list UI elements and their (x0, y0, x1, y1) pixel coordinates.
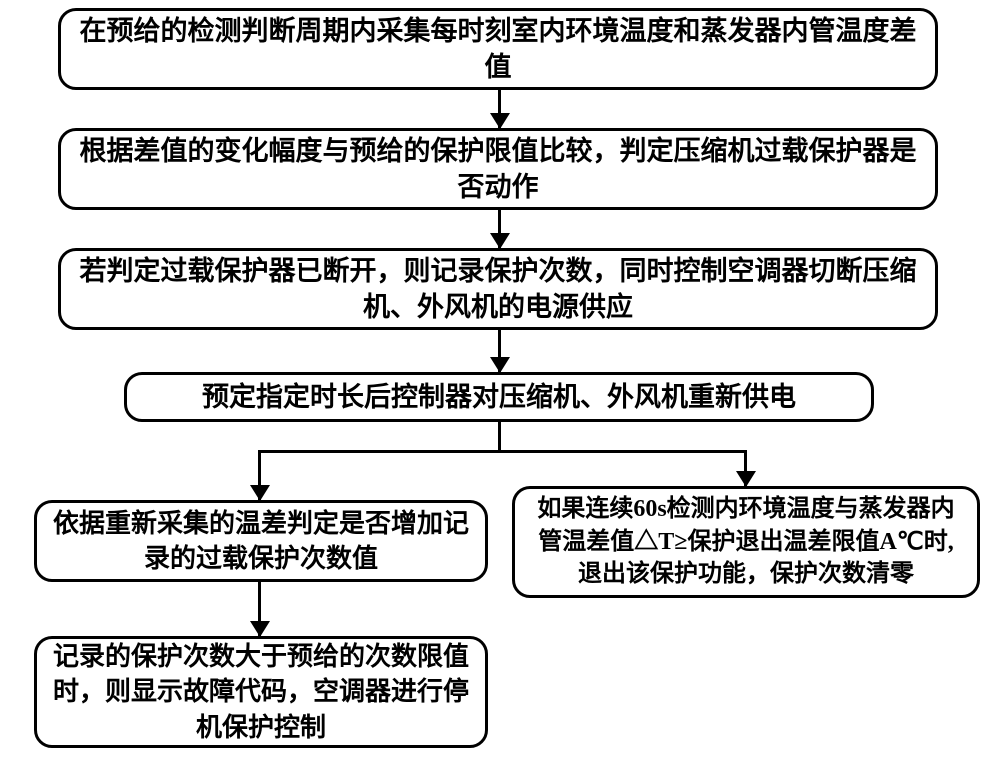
node-text: 记录的保护次数大于预给的次数限值时，则显示故障代码，空调器进行停机保护控制 (51, 639, 471, 744)
node-text: 若判定过载保护器已断开，则记录保护次数，同时控制空调器切断压缩机、外风机的电源供… (75, 253, 921, 326)
flowchart-container: 在预给的检测判断周期内采集每时刻室内环境温度和蒸发器内管温度差值 根据差值的变化… (0, 0, 1000, 776)
flowchart-node: 依据重新采集的温差判定是否增加记录的过载保护次数值 (34, 500, 488, 582)
flowchart-arrow (258, 582, 261, 636)
node-text: 在预给的检测判断周期内采集每时刻室内环境温度和蒸发器内管温度差值 (75, 13, 921, 86)
flowchart-arrow (498, 90, 501, 128)
node-text: 预定指定时长后控制器对压缩机、外风机重新供电 (202, 379, 796, 415)
flowchart-node: 根据差值的变化幅度与预给的保护限值比较，判定压缩机过载保护器是否动作 (58, 128, 938, 210)
flowchart-arrow (498, 330, 501, 372)
flowchart-node: 如果连续60s检测内环境温度与蒸发器内管温差值△T≥保护退出温差限值A℃时,退出… (512, 486, 980, 598)
flowchart-arrow (498, 210, 501, 248)
flowchart-arrow (258, 450, 261, 500)
flowchart-node: 若判定过载保护器已断开，则记录保护次数，同时控制空调器切断压缩机、外风机的电源供… (58, 248, 938, 330)
flowchart-connector (498, 422, 501, 452)
node-text: 依据重新采集的温差判定是否增加记录的过载保护次数值 (51, 506, 471, 576)
flowchart-arrow (744, 450, 747, 486)
flowchart-connector (258, 450, 746, 453)
flowchart-node: 记录的保护次数大于预给的次数限值时，则显示故障代码，空调器进行停机保护控制 (34, 636, 488, 748)
node-text: 如果连续60s检测内环境温度与蒸发器内管温差值△T≥保护退出温差限值A℃时,退出… (529, 493, 963, 590)
flowchart-node: 预定指定时长后控制器对压缩机、外风机重新供电 (124, 372, 874, 422)
flowchart-node: 在预给的检测判断周期内采集每时刻室内环境温度和蒸发器内管温度差值 (58, 8, 938, 90)
node-text: 根据差值的变化幅度与预给的保护限值比较，判定压缩机过载保护器是否动作 (75, 133, 921, 206)
